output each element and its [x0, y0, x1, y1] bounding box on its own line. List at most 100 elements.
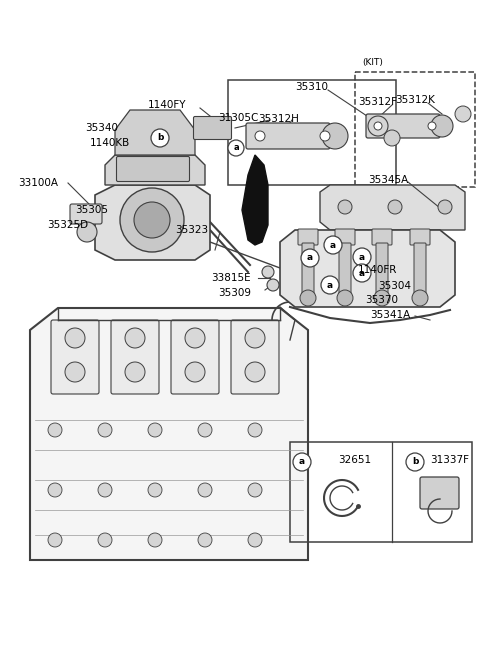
- Circle shape: [337, 290, 353, 306]
- Circle shape: [248, 533, 262, 547]
- Text: 31337F: 31337F: [430, 455, 469, 465]
- Polygon shape: [320, 185, 465, 230]
- Circle shape: [185, 362, 205, 382]
- Circle shape: [148, 533, 162, 547]
- Circle shape: [65, 362, 85, 382]
- Circle shape: [320, 131, 330, 141]
- Text: a: a: [299, 457, 305, 466]
- Circle shape: [77, 222, 97, 242]
- Text: 1140KB: 1140KB: [90, 138, 130, 148]
- FancyBboxPatch shape: [420, 477, 459, 509]
- Circle shape: [248, 423, 262, 437]
- Circle shape: [198, 533, 212, 547]
- Circle shape: [353, 248, 371, 266]
- Circle shape: [321, 276, 339, 294]
- Bar: [290, 442, 472, 542]
- FancyBboxPatch shape: [414, 243, 426, 295]
- Bar: [228, 80, 396, 185]
- Text: 1140FY: 1140FY: [148, 100, 187, 110]
- Circle shape: [65, 328, 85, 348]
- Polygon shape: [30, 308, 308, 560]
- Circle shape: [198, 483, 212, 497]
- Circle shape: [185, 328, 205, 348]
- Circle shape: [151, 129, 169, 147]
- Text: 33100A: 33100A: [18, 178, 58, 188]
- Circle shape: [98, 483, 112, 497]
- Text: a: a: [327, 281, 333, 289]
- Polygon shape: [95, 185, 210, 260]
- FancyBboxPatch shape: [51, 320, 99, 394]
- FancyBboxPatch shape: [111, 320, 159, 394]
- FancyBboxPatch shape: [193, 117, 231, 140]
- Text: a: a: [359, 268, 365, 277]
- Circle shape: [338, 200, 352, 214]
- Text: 35304: 35304: [378, 281, 411, 291]
- Circle shape: [245, 362, 265, 382]
- Circle shape: [438, 200, 452, 214]
- Circle shape: [245, 328, 265, 348]
- Text: b: b: [412, 457, 418, 466]
- Circle shape: [324, 236, 342, 254]
- Circle shape: [384, 130, 400, 146]
- Text: 35309: 35309: [218, 288, 251, 298]
- FancyBboxPatch shape: [376, 243, 388, 295]
- FancyBboxPatch shape: [298, 229, 318, 245]
- FancyBboxPatch shape: [231, 320, 279, 394]
- Polygon shape: [115, 110, 195, 155]
- Circle shape: [431, 115, 453, 137]
- Polygon shape: [242, 155, 268, 245]
- Text: 35370: 35370: [365, 295, 398, 305]
- Text: 35312F: 35312F: [358, 97, 397, 107]
- Circle shape: [412, 290, 428, 306]
- FancyBboxPatch shape: [302, 243, 314, 295]
- Circle shape: [406, 453, 424, 471]
- Text: 35305: 35305: [75, 205, 108, 215]
- Text: 31305C: 31305C: [218, 113, 258, 123]
- FancyBboxPatch shape: [171, 320, 219, 394]
- Circle shape: [125, 328, 145, 348]
- Text: 35340: 35340: [85, 123, 118, 133]
- Circle shape: [388, 200, 402, 214]
- Circle shape: [300, 290, 316, 306]
- Text: a: a: [330, 241, 336, 249]
- Text: 35341A: 35341A: [370, 310, 410, 320]
- Circle shape: [293, 453, 311, 471]
- Bar: [355, 72, 475, 187]
- FancyBboxPatch shape: [372, 229, 392, 245]
- Text: 35323: 35323: [175, 225, 208, 235]
- Circle shape: [248, 483, 262, 497]
- Circle shape: [125, 362, 145, 382]
- Circle shape: [134, 202, 170, 238]
- Circle shape: [262, 266, 274, 278]
- Text: (KIT): (KIT): [362, 58, 383, 67]
- Circle shape: [198, 423, 212, 437]
- FancyBboxPatch shape: [246, 123, 330, 149]
- Circle shape: [148, 483, 162, 497]
- Text: 35345A: 35345A: [368, 175, 408, 185]
- Circle shape: [322, 123, 348, 149]
- Circle shape: [120, 188, 184, 252]
- Circle shape: [48, 423, 62, 437]
- Polygon shape: [105, 155, 205, 185]
- Text: 35310: 35310: [295, 82, 328, 92]
- Text: a: a: [307, 253, 313, 262]
- Circle shape: [48, 483, 62, 497]
- Polygon shape: [280, 230, 455, 307]
- FancyBboxPatch shape: [70, 204, 102, 224]
- Text: b: b: [157, 134, 163, 142]
- FancyBboxPatch shape: [117, 157, 190, 182]
- Circle shape: [374, 122, 382, 130]
- Circle shape: [98, 423, 112, 437]
- Text: 35312H: 35312H: [258, 114, 299, 124]
- Text: a: a: [359, 253, 365, 262]
- Text: 1140FR: 1140FR: [358, 265, 397, 275]
- Circle shape: [353, 264, 371, 282]
- FancyBboxPatch shape: [366, 114, 440, 138]
- Circle shape: [455, 106, 471, 122]
- Text: 33815E: 33815E: [211, 273, 251, 283]
- Circle shape: [374, 290, 390, 306]
- Circle shape: [267, 279, 279, 291]
- Circle shape: [368, 116, 388, 136]
- FancyBboxPatch shape: [339, 243, 351, 295]
- Circle shape: [301, 249, 319, 267]
